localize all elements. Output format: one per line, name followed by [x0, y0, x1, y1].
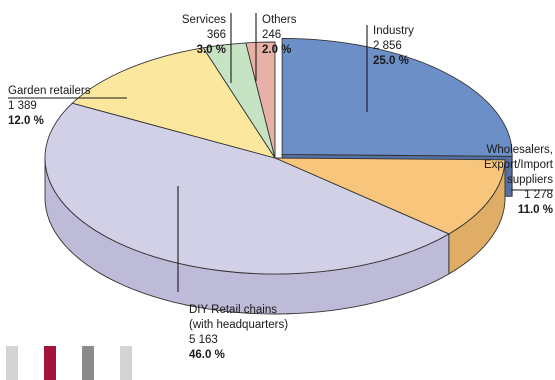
label-garden-retailers: Garden retailers 1 389 12.0 % [8, 84, 90, 129]
label-industry: Industry 2 856 25.0 % [373, 24, 414, 69]
label-industry-name: Industry [373, 25, 414, 37]
label-garden-name: Garden retailers [8, 85, 91, 97]
decorative-bar [82, 346, 94, 380]
label-wholesalers-name-3: suppliers [506, 174, 553, 186]
label-wholesalers-name-1: Wholesalers, [486, 144, 553, 156]
pie-slice-others [245, 41, 276, 159]
pie-slice-industry [281, 38, 513, 157]
pie-slice-diy-retail-chains [44, 102, 450, 275]
label-diy-name-2: (with headquarters) [189, 319, 289, 331]
label-wholesalers: Wholesalers, Export/Import suppliers 1 2… [484, 143, 553, 218]
pie-slice-wholesalers [274, 157, 506, 235]
label-wholesalers-name-2: Export/Import [483, 159, 553, 171]
label-garden-value: 1 389 [8, 100, 37, 112]
label-wholesalers-value: 1 278 [524, 189, 553, 201]
label-diy-name-1: DIY Retail chains [189, 304, 277, 316]
decorative-bar [44, 346, 56, 380]
label-diy-retail: DIY Retail chains (with headquarters) 5 … [189, 303, 288, 363]
label-others-percent: 2.0 % [262, 44, 292, 56]
label-garden-percent: 12.0 % [8, 115, 44, 127]
label-others-name: Others [262, 14, 297, 26]
decorative-bar [120, 346, 132, 380]
label-diy-value: 5 163 [189, 334, 218, 346]
label-industry-value: 2 856 [373, 40, 402, 52]
label-services-name: Services [181, 14, 226, 26]
label-services-percent: 3.0 % [196, 44, 226, 56]
label-others-value: 246 [262, 29, 282, 41]
decorative-bars [6, 346, 132, 380]
label-wholesalers-percent: 11.0 % [517, 204, 553, 216]
label-services: Services 366 3.0 % [182, 13, 226, 58]
label-industry-percent: 25.0 % [373, 55, 409, 67]
label-others: Others 246 2.0 % [262, 13, 297, 58]
label-services-value: 366 [206, 29, 226, 41]
label-diy-percent: 46.0 % [189, 349, 225, 361]
decorative-bar [6, 346, 18, 380]
